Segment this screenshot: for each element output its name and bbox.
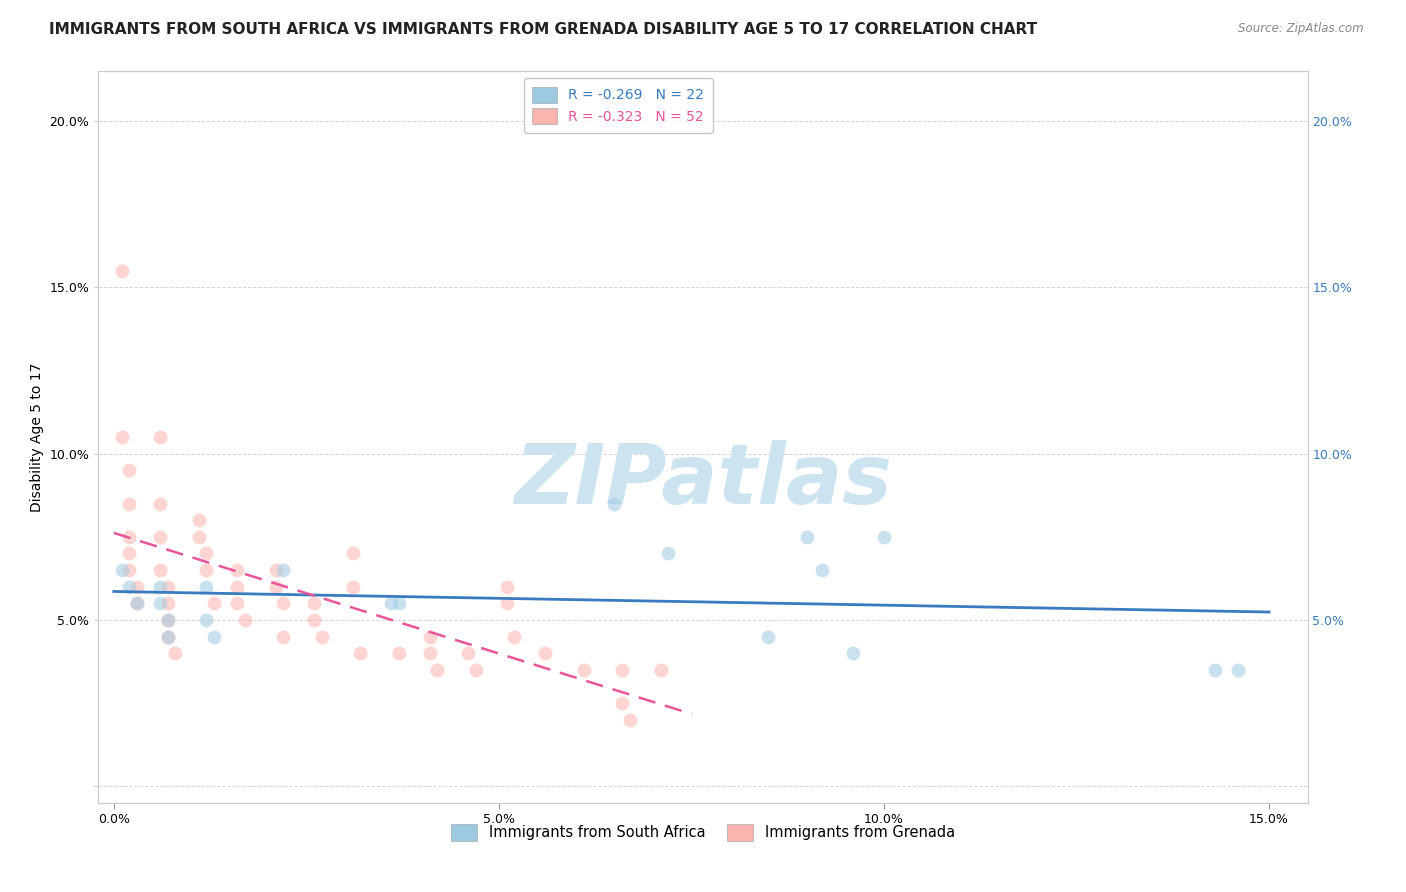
Point bbox=[264, 580, 287, 594]
Point bbox=[195, 563, 218, 577]
Point bbox=[873, 530, 896, 544]
Point bbox=[110, 264, 132, 278]
Point bbox=[156, 596, 179, 610]
Point bbox=[125, 580, 148, 594]
Point bbox=[503, 630, 526, 644]
Point bbox=[1204, 663, 1226, 677]
Point bbox=[125, 596, 148, 610]
Point bbox=[156, 613, 179, 627]
Point bbox=[149, 596, 172, 610]
Text: IMMIGRANTS FROM SOUTH AFRICA VS IMMIGRANTS FROM GRENADA DISABILITY AGE 5 TO 17 C: IMMIGRANTS FROM SOUTH AFRICA VS IMMIGRAN… bbox=[49, 22, 1038, 37]
Point bbox=[603, 497, 626, 511]
Point bbox=[110, 430, 132, 444]
Y-axis label: Disability Age 5 to 17: Disability Age 5 to 17 bbox=[30, 362, 44, 512]
Point bbox=[264, 563, 287, 577]
Point bbox=[187, 513, 209, 527]
Point bbox=[110, 563, 132, 577]
Point bbox=[380, 596, 402, 610]
Point bbox=[342, 546, 364, 560]
Point bbox=[202, 596, 225, 610]
Point bbox=[118, 563, 141, 577]
Point bbox=[118, 497, 141, 511]
Text: ZIPatlas: ZIPatlas bbox=[515, 441, 891, 522]
Point bbox=[149, 563, 172, 577]
Point bbox=[388, 596, 411, 610]
Point bbox=[495, 580, 517, 594]
Point bbox=[118, 463, 141, 477]
Point bbox=[1227, 663, 1250, 677]
Point bbox=[226, 580, 249, 594]
Point bbox=[149, 530, 172, 544]
Point bbox=[842, 646, 865, 660]
Point bbox=[495, 596, 517, 610]
Point bbox=[118, 530, 141, 544]
Point bbox=[118, 580, 141, 594]
Point bbox=[302, 596, 325, 610]
Point bbox=[233, 613, 256, 627]
Point bbox=[226, 563, 249, 577]
Point bbox=[271, 596, 294, 610]
Point bbox=[758, 630, 780, 644]
Point bbox=[388, 646, 411, 660]
Point bbox=[426, 663, 449, 677]
Point bbox=[572, 663, 595, 677]
Point bbox=[796, 530, 818, 544]
Point bbox=[165, 646, 187, 660]
Point bbox=[349, 646, 371, 660]
Point bbox=[419, 646, 441, 660]
Point bbox=[195, 613, 218, 627]
Point bbox=[195, 580, 218, 594]
Point bbox=[271, 630, 294, 644]
Point bbox=[156, 580, 179, 594]
Text: Source: ZipAtlas.com: Source: ZipAtlas.com bbox=[1239, 22, 1364, 36]
Point bbox=[149, 497, 172, 511]
Point bbox=[342, 580, 364, 594]
Point bbox=[811, 563, 834, 577]
Point bbox=[610, 696, 633, 710]
Point bbox=[187, 530, 209, 544]
Point bbox=[311, 630, 333, 644]
Point bbox=[619, 713, 641, 727]
Point bbox=[650, 663, 672, 677]
Point bbox=[202, 630, 225, 644]
Point bbox=[464, 663, 486, 677]
Point bbox=[149, 580, 172, 594]
Point bbox=[156, 613, 179, 627]
Point bbox=[226, 596, 249, 610]
Point bbox=[271, 563, 294, 577]
Point bbox=[302, 613, 325, 627]
Point bbox=[657, 546, 679, 560]
Point bbox=[125, 596, 148, 610]
Legend: Immigrants from South Africa, Immigrants from Grenada: Immigrants from South Africa, Immigrants… bbox=[444, 818, 962, 847]
Point bbox=[118, 546, 141, 560]
Point bbox=[156, 630, 179, 644]
Point bbox=[457, 646, 479, 660]
Point bbox=[195, 546, 218, 560]
Point bbox=[149, 430, 172, 444]
Point bbox=[156, 630, 179, 644]
Point bbox=[610, 663, 633, 677]
Point bbox=[534, 646, 557, 660]
Point bbox=[419, 630, 441, 644]
